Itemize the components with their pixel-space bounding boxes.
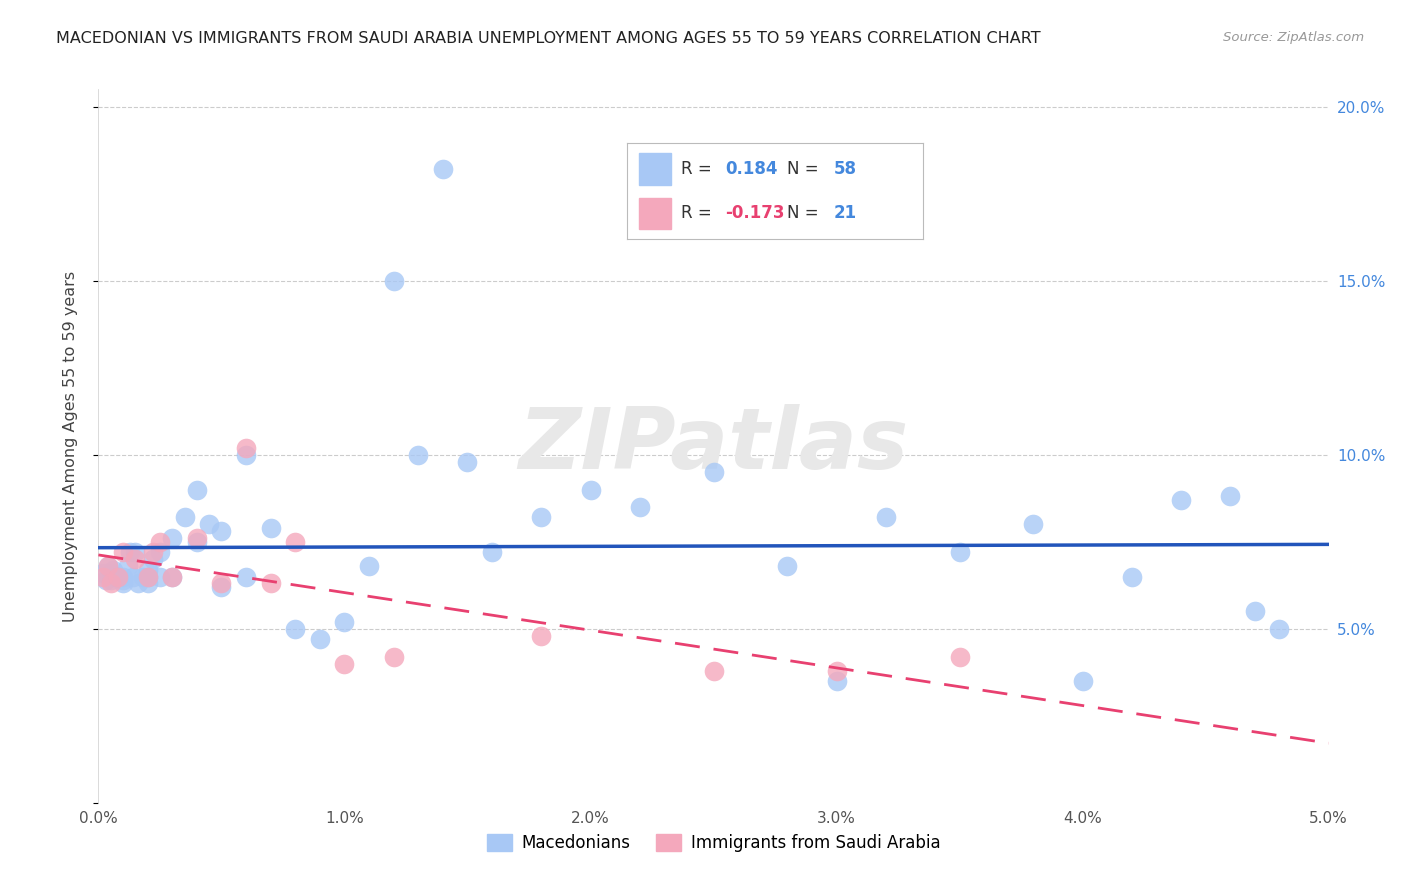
Point xyxy=(333,615,356,629)
Point xyxy=(875,510,897,524)
Point xyxy=(104,569,127,583)
Text: N =: N = xyxy=(787,161,824,178)
Point xyxy=(481,545,503,559)
Text: 58: 58 xyxy=(834,161,858,178)
Point xyxy=(703,465,725,479)
Point xyxy=(117,559,139,574)
Point xyxy=(173,510,195,524)
Point xyxy=(112,576,135,591)
Point xyxy=(382,274,405,288)
Point xyxy=(107,569,129,583)
Point xyxy=(1244,604,1267,618)
Point xyxy=(357,559,380,574)
Point xyxy=(530,629,553,643)
Point xyxy=(142,545,165,559)
Point xyxy=(235,448,257,462)
Point xyxy=(530,510,553,524)
Point xyxy=(120,545,142,559)
Point xyxy=(1219,490,1241,504)
Point xyxy=(142,552,165,566)
Bar xyxy=(640,198,671,229)
Point xyxy=(284,534,307,549)
Point xyxy=(112,545,135,559)
Point xyxy=(1170,492,1192,507)
Point xyxy=(100,573,122,587)
Point xyxy=(149,545,172,559)
Point xyxy=(112,569,135,583)
Point xyxy=(579,483,602,497)
Point xyxy=(136,576,159,591)
Text: Source: ZipAtlas.com: Source: ZipAtlas.com xyxy=(1223,31,1364,45)
Point xyxy=(132,569,155,583)
Legend: Macedonians, Immigrants from Saudi Arabia: Macedonians, Immigrants from Saudi Arabi… xyxy=(479,827,948,859)
Point xyxy=(408,448,430,462)
Point xyxy=(186,534,208,549)
Point xyxy=(97,559,120,574)
Point xyxy=(112,573,135,587)
Point xyxy=(103,563,125,577)
Point xyxy=(1121,569,1143,583)
Point xyxy=(211,576,233,591)
Point xyxy=(260,521,283,535)
Text: N =: N = xyxy=(787,203,824,221)
Point xyxy=(136,569,159,583)
Point xyxy=(93,569,115,583)
Y-axis label: Unemployment Among Ages 55 to 59 years: Unemployment Among Ages 55 to 59 years xyxy=(63,270,77,622)
Point xyxy=(136,563,159,577)
Point xyxy=(1022,517,1045,532)
Point xyxy=(432,162,454,177)
Point xyxy=(456,455,478,469)
Text: 21: 21 xyxy=(834,203,858,221)
Point xyxy=(162,569,183,583)
Bar xyxy=(640,153,671,186)
Text: R =: R = xyxy=(681,203,717,221)
Point xyxy=(93,566,115,580)
Point xyxy=(825,664,848,678)
Point xyxy=(949,649,972,664)
Point xyxy=(211,524,233,539)
Point xyxy=(260,576,283,591)
Point xyxy=(162,531,183,545)
Point xyxy=(198,517,221,532)
Text: 0.184: 0.184 xyxy=(725,161,778,178)
Point xyxy=(333,657,356,671)
Point xyxy=(149,534,172,549)
Point xyxy=(825,673,848,688)
Point xyxy=(107,569,129,583)
Text: R =: R = xyxy=(681,161,717,178)
Point xyxy=(149,569,172,583)
Point xyxy=(235,569,257,583)
Point xyxy=(703,664,725,678)
Point xyxy=(94,573,117,587)
Point xyxy=(1071,673,1094,688)
Point xyxy=(122,569,145,583)
Point xyxy=(97,559,120,574)
Point xyxy=(628,500,651,514)
Point xyxy=(309,632,332,647)
Text: -0.173: -0.173 xyxy=(725,203,785,221)
Point xyxy=(949,545,972,559)
Point xyxy=(186,483,208,497)
Point xyxy=(235,441,257,455)
Text: MACEDONIAN VS IMMIGRANTS FROM SAUDI ARABIA UNEMPLOYMENT AMONG AGES 55 TO 59 YEAR: MACEDONIAN VS IMMIGRANTS FROM SAUDI ARAB… xyxy=(56,31,1040,46)
Point xyxy=(186,531,208,545)
Point xyxy=(136,569,159,583)
Point xyxy=(127,576,149,591)
Point xyxy=(162,569,183,583)
Point xyxy=(100,576,122,591)
Point xyxy=(776,559,799,574)
Point xyxy=(100,566,122,580)
Point xyxy=(284,622,307,636)
Point xyxy=(211,580,233,594)
Point xyxy=(382,649,405,664)
Point xyxy=(1268,622,1291,636)
Text: ZIPatlas: ZIPatlas xyxy=(519,404,908,488)
Point xyxy=(124,545,146,559)
Point xyxy=(124,552,146,566)
